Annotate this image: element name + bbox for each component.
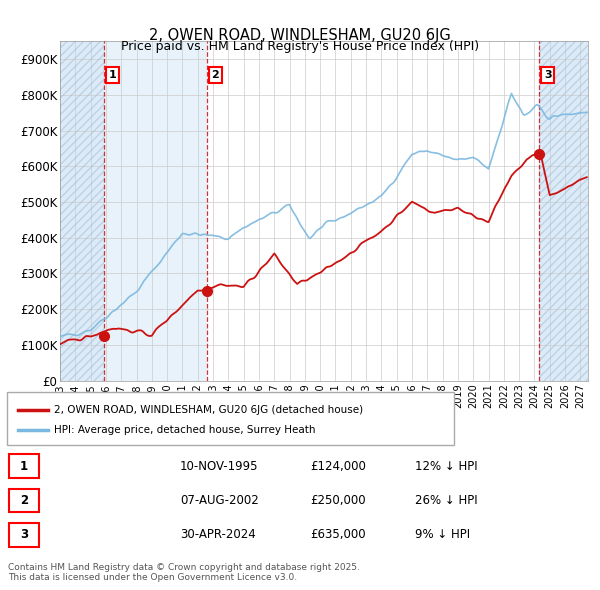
Text: 1: 1 [20, 460, 28, 473]
Text: 3: 3 [20, 529, 28, 542]
Bar [60, 41, 104, 381]
Text: 07-AUG-2002: 07-AUG-2002 [180, 494, 259, 507]
Text: Price paid vs. HM Land Registry's House Price Index (HPI): Price paid vs. HM Land Registry's House … [121, 40, 479, 53]
Bar [539, 41, 588, 381]
Text: HPI: Average price, detached house, Surrey Heath: HPI: Average price, detached house, Surr… [54, 425, 316, 435]
Text: 26% ↓ HPI: 26% ↓ HPI [415, 494, 478, 507]
Text: 12% ↓ HPI: 12% ↓ HPI [415, 460, 478, 473]
Text: £635,000: £635,000 [310, 529, 365, 542]
FancyBboxPatch shape [7, 392, 454, 445]
Text: 2: 2 [20, 494, 28, 507]
FancyBboxPatch shape [9, 489, 39, 512]
Text: 2, OWEN ROAD, WINDLESHAM, GU20 6JG (detached house): 2, OWEN ROAD, WINDLESHAM, GU20 6JG (deta… [54, 405, 363, 415]
Text: 1: 1 [109, 70, 116, 80]
Bar [60, 41, 104, 381]
Text: 9% ↓ HPI: 9% ↓ HPI [415, 529, 470, 542]
Text: 3: 3 [544, 70, 552, 80]
Bar [104, 41, 207, 381]
Text: 10-NOV-1995: 10-NOV-1995 [180, 460, 259, 473]
Text: £124,000: £124,000 [310, 460, 366, 473]
FancyBboxPatch shape [9, 523, 39, 547]
Text: Contains HM Land Registry data © Crown copyright and database right 2025.
This d: Contains HM Land Registry data © Crown c… [8, 563, 360, 582]
Text: 2, OWEN ROAD, WINDLESHAM, GU20 6JG: 2, OWEN ROAD, WINDLESHAM, GU20 6JG [149, 28, 451, 43]
FancyBboxPatch shape [9, 454, 39, 478]
Text: £250,000: £250,000 [310, 494, 365, 507]
Text: 2: 2 [212, 70, 219, 80]
Bar [539, 41, 588, 381]
Text: 30-APR-2024: 30-APR-2024 [180, 529, 256, 542]
